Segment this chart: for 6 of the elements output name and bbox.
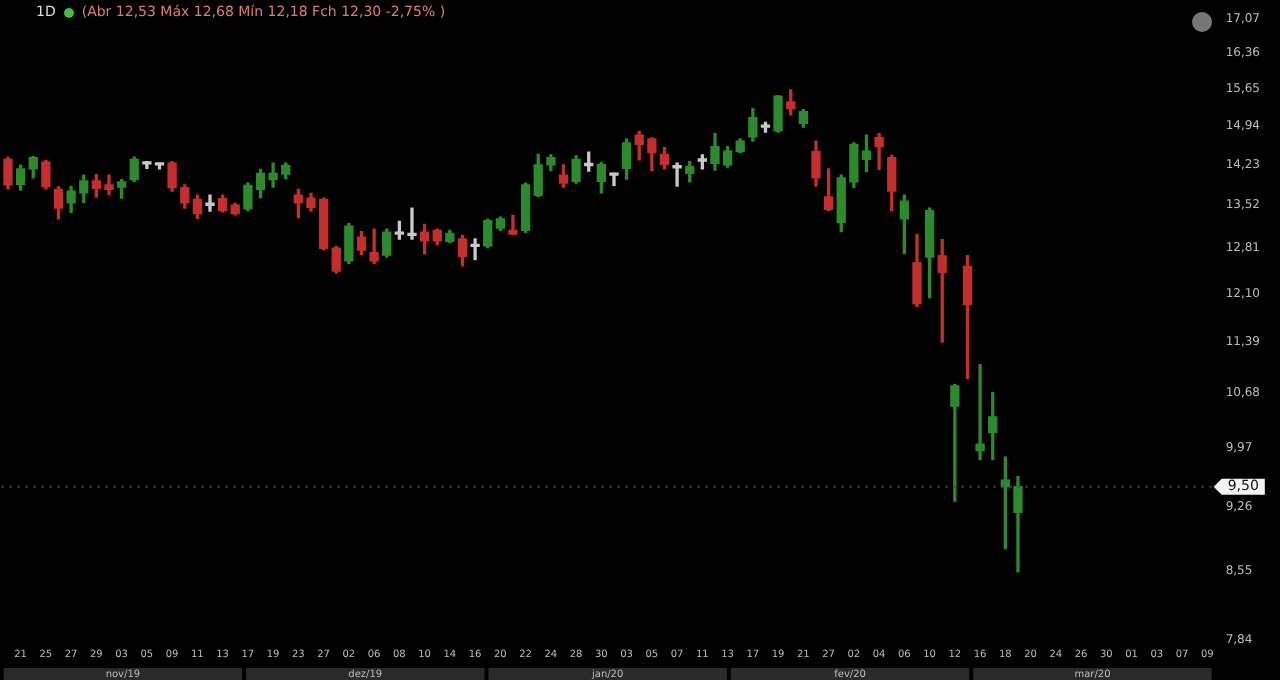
candlestick [672, 162, 682, 187]
candlestick [609, 172, 619, 187]
candlestick [470, 238, 480, 261]
candlestick [205, 194, 215, 212]
candlestick [950, 383, 960, 502]
candlestick [975, 364, 985, 461]
